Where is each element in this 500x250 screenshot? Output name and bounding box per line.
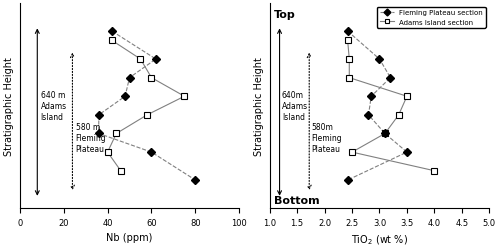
Y-axis label: Stratigraphic Height: Stratigraphic Height bbox=[4, 57, 14, 156]
X-axis label: TiO$_2$ (wt %): TiO$_2$ (wt %) bbox=[351, 232, 408, 246]
X-axis label: Nb (ppm): Nb (ppm) bbox=[106, 232, 152, 242]
Y-axis label: Stratigraphic Height: Stratigraphic Height bbox=[254, 57, 264, 156]
Legend: Fleming Plateau section, Adams Island section: Fleming Plateau section, Adams Island se… bbox=[377, 8, 486, 28]
Text: Top: Top bbox=[274, 10, 296, 20]
Text: 640m
Adams
Island: 640m Adams Island bbox=[282, 90, 308, 122]
Text: 580 m
Fleming
Plateau: 580 m Fleming Plateau bbox=[76, 122, 106, 153]
Text: 640 m
Adams
Island: 640 m Adams Island bbox=[40, 90, 66, 122]
Text: Bottom: Bottom bbox=[274, 196, 320, 205]
Text: 580m
Fleming
Plateau: 580m Fleming Plateau bbox=[312, 122, 342, 153]
